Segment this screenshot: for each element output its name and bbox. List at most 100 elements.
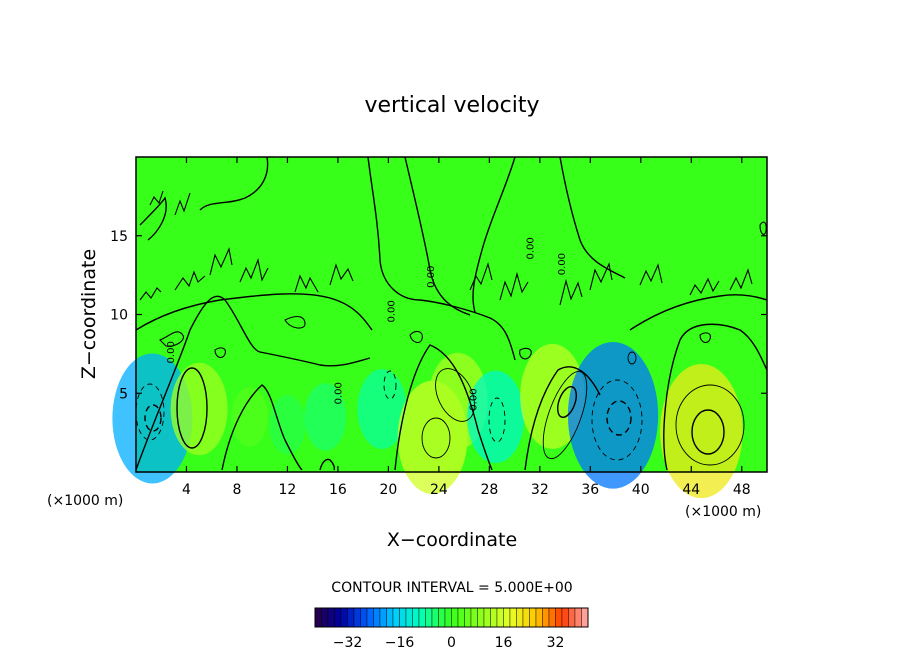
colorbar-cell — [522, 607, 530, 628]
contour-line-zero — [221, 384, 303, 471]
contour-label: 0.00 — [387, 300, 398, 322]
contour-line-zero — [394, 344, 493, 471]
x-axis-label: X−coordinate — [387, 529, 517, 551]
contour-labels: 0.00 0.00 0.00 0.00 0.00 0.00 0.00 — [166, 237, 568, 410]
contour-positive-thin — [627, 351, 637, 365]
colorbar-cell — [529, 607, 537, 628]
colorbar-cell — [405, 607, 413, 628]
colorbar-cell — [379, 607, 387, 628]
colorbar-cell — [399, 607, 407, 628]
colorbar: CONTOUR INTERVAL = 5.000E+00 −32 −16 0 16 32 — [314, 580, 589, 651]
x-tick-label: 40 — [632, 482, 650, 498]
contour-line-zero — [367, 156, 516, 361]
x-tick-label: 32 — [531, 482, 549, 498]
x-tick-label: 8 — [232, 482, 241, 498]
contour-line-zero — [404, 156, 471, 316]
colorbar-cell — [366, 607, 374, 628]
colorbar-cell — [360, 607, 368, 628]
contour-line-zero — [663, 323, 768, 471]
y-tick-label: 5 — [119, 386, 128, 402]
contour-line-zero — [199, 156, 269, 211]
colorbar-cell — [535, 607, 543, 628]
colorbar-cell — [314, 607, 322, 628]
colorbar-cell — [464, 607, 472, 628]
colorbar-cell — [509, 607, 517, 628]
contour-negative-thin — [383, 370, 397, 400]
colorbar-cell — [574, 607, 582, 628]
contour-positive — [557, 386, 577, 418]
colorbar-cell — [444, 607, 452, 628]
colorbar-title: CONTOUR INTERVAL = 5.000E+00 — [331, 580, 572, 596]
contour-lines — [135, 156, 768, 471]
colorbar-cell — [418, 607, 426, 628]
x-unit-label-right: (×1000 m) — [685, 504, 761, 520]
field-cell — [660, 363, 743, 499]
contour-line-zero — [319, 458, 336, 471]
contour-label: 0.00 — [426, 266, 437, 288]
colorbar-tick-label: 0 — [447, 635, 456, 651]
colorbar-cell — [347, 607, 355, 628]
colorbar-cell — [431, 607, 439, 628]
chart-title: vertical velocity — [364, 93, 539, 118]
contour-negative — [144, 404, 162, 432]
colorbar-cell — [334, 607, 342, 628]
x-tick-label: 36 — [581, 482, 599, 498]
colorbar-cell — [321, 607, 329, 628]
plot-area: 0.000.000.000.000.000.000.00 4 8 12 16 20 24 2… — [110, 156, 768, 499]
field-cell — [357, 368, 407, 450]
field-cell — [567, 341, 659, 489]
y-tick-label: 10 — [110, 308, 128, 324]
colorbar-cell — [490, 607, 498, 628]
contour-line-zero — [472, 156, 516, 313]
colorbar-cell — [353, 607, 361, 628]
x-tick-label: 4 — [182, 482, 191, 498]
colorbar-cell — [555, 607, 563, 628]
colorbar-cell — [477, 607, 485, 628]
x-tick-label: 12 — [279, 482, 297, 498]
field-cell — [467, 370, 525, 464]
contour-positive-thin — [675, 384, 745, 466]
colorbar-cell — [412, 607, 420, 628]
colorbar-cell — [386, 607, 394, 628]
contour-label: 0.00 — [166, 341, 177, 363]
colorbar-cell — [457, 607, 465, 628]
contour-positive-thin — [542, 370, 588, 460]
contour-line-zero — [559, 156, 626, 279]
contour-line-zero — [135, 295, 371, 471]
colorbar-cell — [451, 607, 459, 628]
colorbar-tick-label: −16 — [385, 635, 415, 651]
field-cell — [231, 387, 268, 447]
colorbar-tick-label: 32 — [547, 635, 565, 651]
colorbar-cells — [314, 607, 589, 628]
field-cell — [304, 383, 347, 451]
y-axis: 5 10 15 — [110, 229, 767, 402]
colorbar-cell — [392, 607, 400, 628]
colorbar-cell — [327, 607, 335, 628]
colorbar-cell — [425, 607, 433, 628]
contour-negative — [606, 400, 632, 436]
x-tick-label: 24 — [430, 482, 448, 498]
contour-label: 0.00 — [334, 382, 345, 404]
colorbar-tick-label: −32 — [333, 635, 363, 651]
contour-positive-thin — [421, 417, 451, 459]
colorbar-cell — [438, 607, 446, 628]
colorbar-cell — [568, 607, 576, 628]
contour-line-zero — [629, 294, 768, 331]
colorbar-cell — [561, 607, 569, 628]
contour-label: 0.00 — [469, 388, 480, 410]
contour-positive-thin — [435, 368, 475, 422]
colorbar-frame — [314, 607, 589, 628]
x-tick-label: 20 — [379, 482, 397, 498]
colorbar-tick-label: 16 — [495, 635, 513, 651]
y-axis-label: Z−coordinate — [78, 249, 100, 379]
colorbar-cell — [542, 607, 550, 628]
turbulent-contours — [159, 221, 767, 360]
x-tick-label: 48 — [733, 482, 751, 498]
x-tick-label: 44 — [682, 482, 700, 498]
colorbar-cell — [483, 607, 491, 628]
field-cell — [112, 353, 193, 484]
y-tick-label: 15 — [110, 229, 128, 245]
colorbar-cell — [548, 607, 556, 628]
colorbar-cell — [503, 607, 511, 628]
